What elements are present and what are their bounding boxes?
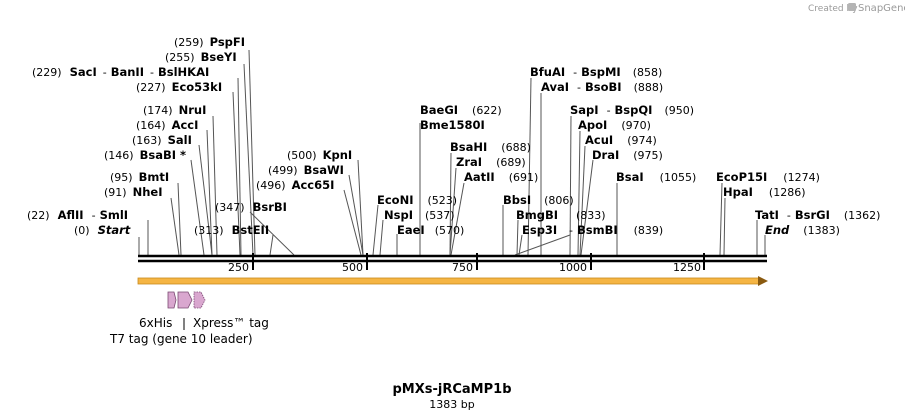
enzyme-label[interactable]: EcoP15I (1274) xyxy=(716,170,820,184)
enzyme-label[interactable]: (229) SacI - BanII - BslHKAI xyxy=(32,65,209,79)
enzyme-label[interactable]: BmgBI xyxy=(516,208,558,222)
orf-arrow[interactable] xyxy=(137,276,768,286)
enzyme-label[interactable]: TatI - BsrGI (1362) xyxy=(755,208,880,222)
axis-tick-label: 1000 xyxy=(559,261,587,274)
enzyme-label[interactable]: BfuAI - BspMI (858) xyxy=(530,65,662,79)
enzyme-label[interactable]: AatII (691) xyxy=(464,170,538,184)
enzyme-label[interactable]: (499) BsaWI xyxy=(268,163,344,177)
enzyme-label[interactable]: (255) BseYI xyxy=(165,50,237,64)
enzyme-label[interactable]: (227) Eco53kI xyxy=(136,80,222,94)
enzyme-label[interactable]: (174) NruI xyxy=(143,103,206,117)
axis-tick-label: 1250 xyxy=(673,261,701,274)
enzyme-label[interactable]: Bme1580I xyxy=(420,118,485,132)
enzyme-label[interactable]: End (1383) xyxy=(765,223,840,237)
enzyme-label[interactable]: (163) SalI xyxy=(132,133,192,147)
enzyme-label[interactable]: (496) Acc65I xyxy=(256,178,334,192)
enzyme-label[interactable]: BsaHI (688) xyxy=(450,140,531,154)
enzyme-label[interactable]: (164) AccI xyxy=(136,118,198,132)
credit-prefix: Created by xyxy=(808,4,858,14)
enzyme-label[interactable]: (91) NheI xyxy=(104,185,162,199)
enzyme-label[interactable]: SapI - BspQI (950) xyxy=(570,103,694,117)
enzyme-label[interactable]: AcuI (974) xyxy=(585,133,657,147)
enzyme-label[interactable]: BsaI (1055) xyxy=(616,170,696,184)
credit-brand: SnapGene xyxy=(858,3,905,14)
enzyme-label[interactable]: (500) KpnI xyxy=(287,148,352,162)
axis-tick-label: 500 xyxy=(342,261,363,274)
enzyme-label[interactable]: - BsmBI (839) xyxy=(569,223,663,237)
map-title: pMXs-jRCaMP1b 1383 bp xyxy=(393,382,512,411)
enzyme-label[interactable]: HpaI (1286) xyxy=(723,185,805,199)
enzyme-label[interactable]: EaeI (570) xyxy=(397,223,464,237)
enzyme-label[interactable]: (259) PspFI xyxy=(174,35,245,49)
features: 6xHis Xpress™ tag T7 tag (gene 10 leader… xyxy=(109,291,269,346)
enzyme-label[interactable]: (146) BsaBI * xyxy=(104,148,186,162)
enzyme-label[interactable]: EcoNI (523) xyxy=(377,193,457,207)
enzyme-label[interactable]: (95) BmtI xyxy=(110,170,169,184)
enzyme-label[interactable]: (313) BstEII xyxy=(194,223,269,237)
axis-tick-label: 750 xyxy=(452,261,473,274)
enzyme-label[interactable]: ZraI (689) xyxy=(456,155,526,169)
enzyme-label[interactable]: BbsI (806) xyxy=(503,193,574,207)
feature-6xhis[interactable] xyxy=(167,291,177,309)
credit: Created by SnapGene xyxy=(808,3,905,14)
cut-site-lines xyxy=(138,49,766,256)
plasmid-name: pMXs-jRCaMP1b xyxy=(393,382,512,397)
axis: 250 500 750 1000 1250 xyxy=(228,253,705,274)
sequence-backbone xyxy=(138,254,767,263)
enzyme-label[interactable]: (22) AflII - SmlI xyxy=(27,208,128,222)
enzyme-labels: (259) PspFI (255) BseYI (229) SacI - BanII - Bs… xyxy=(27,35,880,237)
axis-tick-label: 250 xyxy=(228,261,249,274)
enzyme-label[interactable]: BaeGI (622) xyxy=(420,103,502,117)
enzyme-label[interactable]: AvaI - BsoBI (888) xyxy=(541,80,663,94)
snapgene-logo-icon xyxy=(848,3,856,11)
feature-t7-tag[interactable] xyxy=(177,291,193,309)
enzyme-label[interactable]: (0) Start xyxy=(74,223,131,237)
enzyme-label[interactable]: NspI (537) xyxy=(384,208,455,222)
feature-label-6xhis: 6xHis xyxy=(139,316,172,330)
enzyme-label[interactable]: DraI (975) xyxy=(592,148,663,162)
enzyme-label[interactable]: Esp3I xyxy=(522,223,557,237)
feature-label-xpress: Xpress™ tag xyxy=(193,316,269,330)
enzyme-label[interactable]: (833) xyxy=(576,209,606,222)
enzyme-label[interactable]: ApoI (970) xyxy=(578,118,651,132)
feature-xpress-tag[interactable] xyxy=(193,291,206,309)
enzyme-label[interactable]: (347) BsrBI xyxy=(215,200,287,214)
feature-label-t7: T7 tag (gene 10 leader) xyxy=(109,332,253,346)
plasmid-length: 1383 bp xyxy=(429,398,474,411)
